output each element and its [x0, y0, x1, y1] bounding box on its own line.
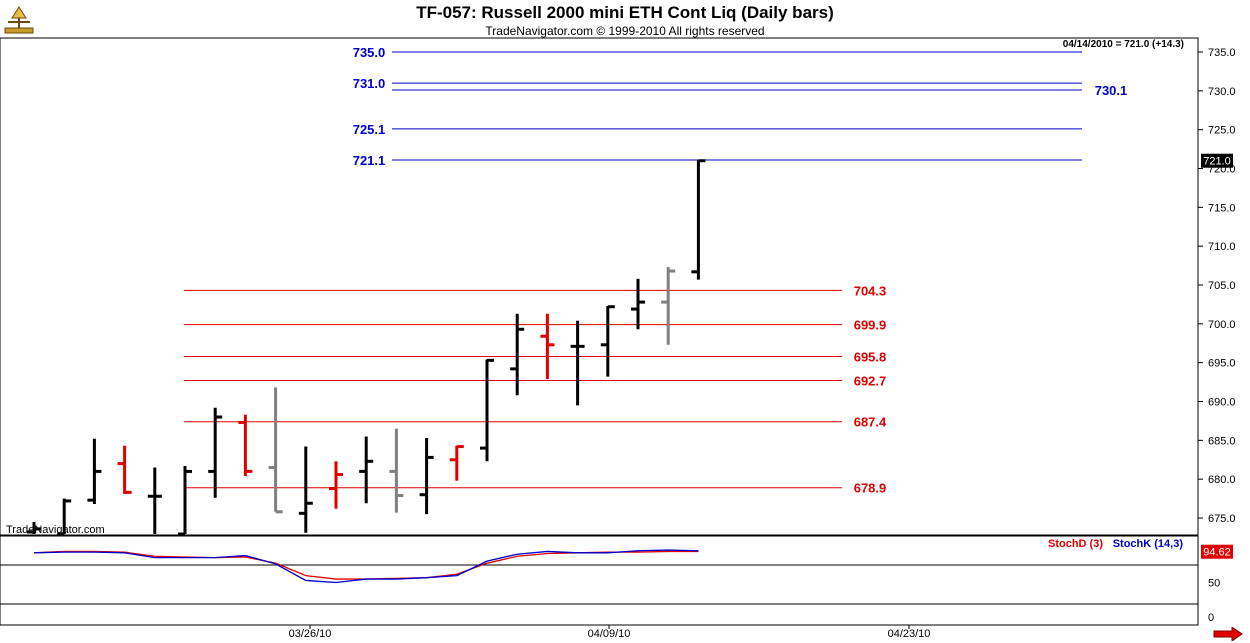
ohlc-bar: [359, 436, 374, 504]
price-axis-label: 730.0: [1208, 86, 1236, 98]
ohlc-bar: [268, 387, 283, 514]
watermark: TradeNavigator.com: [6, 524, 105, 536]
chart-title: TF-057: Russell 2000 mini ETH Cont Liq (…: [416, 3, 834, 22]
last-price-tag-label: 721.0: [1203, 156, 1231, 168]
ohlc-bar: [329, 461, 343, 509]
blue-level-label: 725.1: [353, 122, 386, 137]
price-axis-label: 690.0: [1208, 397, 1236, 409]
price-axis-label: 725.0: [1208, 125, 1236, 137]
ohlc-bar: [27, 521, 41, 534]
price-axis-label: 710.0: [1208, 241, 1236, 253]
price-axis-label: 700.0: [1208, 319, 1236, 331]
blue-level-label: 731.0: [353, 76, 386, 91]
ohlc-bar: [600, 305, 615, 377]
ohlc-bar: [480, 358, 494, 462]
ohlc-bar: [631, 278, 645, 330]
stoch-axis-label: 50: [1208, 578, 1220, 590]
ohlc-bar: [117, 445, 132, 494]
price-axis-label: 705.0: [1208, 280, 1236, 292]
blue-level-label: 721.1: [353, 153, 386, 168]
red-level-label: 692.7: [854, 374, 887, 389]
red-level-label: 687.4: [854, 415, 887, 430]
ohlc-bar: [208, 407, 223, 498]
date-axis-label: 04/23/10: [888, 628, 931, 640]
copyright-subtitle: TradeNavigator.com © 1999-2010 All right…: [485, 24, 765, 38]
trade-navigator-logo-icon[interactable]: [3, 4, 35, 36]
price-axis-label: 680.0: [1208, 474, 1236, 486]
stoch-d-legend: StochD (3): [1048, 538, 1103, 550]
ohlc-bar: [238, 414, 253, 477]
stoch-last-value-label: 94.62: [1203, 547, 1231, 559]
stoch-k-legend: StochK (14,3): [1113, 538, 1184, 550]
red-level-label: 699.9: [854, 318, 887, 333]
price-axis-label: 715.0: [1208, 202, 1236, 214]
ohlc-bar: [147, 467, 162, 534]
ohlc-bar: [691, 159, 706, 280]
ohlc-bar: [419, 438, 434, 515]
price-axis-label: 695.0: [1208, 358, 1236, 370]
date-axis-label: 04/09/10: [588, 628, 631, 640]
ohlc-bar: [570, 320, 585, 406]
last-price-info: 04/14/2010 = 721.0 (+14.3): [1063, 39, 1184, 50]
ohlc-bar: [389, 428, 404, 513]
ohlc-bar: [510, 313, 525, 396]
right-arrow-icon[interactable]: [1212, 627, 1244, 641]
ohlc-bar: [540, 313, 555, 379]
blue-level-label: 735.0: [353, 45, 386, 60]
red-level-label: 704.3: [854, 283, 887, 298]
price-axis-label: 685.0: [1208, 435, 1236, 447]
price-axis-label: 735.0: [1208, 47, 1236, 59]
ohlc-bar: [298, 446, 313, 533]
last-price-tag: [1201, 153, 1233, 168]
ohlc-bar: [178, 465, 192, 536]
price-axis-label: 675.0: [1208, 513, 1236, 525]
ohlc-bar: [57, 498, 72, 536]
red-level-label: 695.8: [854, 349, 887, 364]
price-pane-border: [0, 37, 1199, 536]
ohlc-bar: [87, 438, 102, 505]
stoch-pane-border: [0, 535, 1199, 626]
date-axis-label: 03/26/10: [289, 628, 332, 640]
ohlc-bar: [661, 267, 676, 345]
red-level-label: 678.9: [854, 481, 887, 496]
stoch-axis-label: 0: [1208, 612, 1214, 624]
blue-level-label: 730.1: [1095, 83, 1128, 98]
stoch-last-value-tag: [1201, 544, 1233, 559]
ohlc-bar: [449, 445, 464, 481]
stoch-k-line: [33, 549, 699, 584]
